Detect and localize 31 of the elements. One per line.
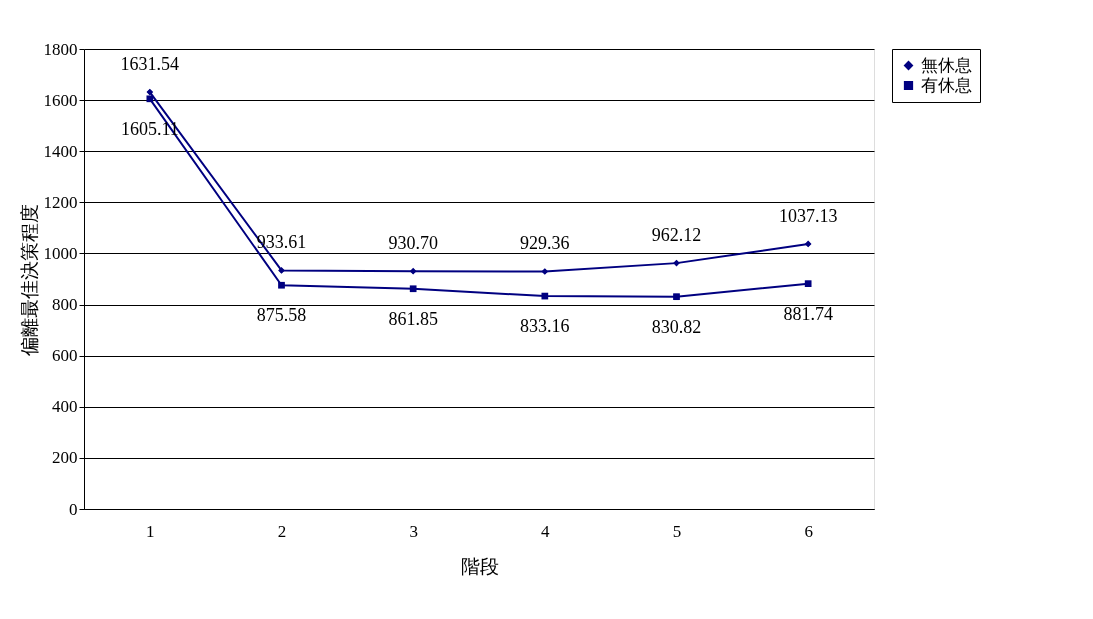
data-label: 830.82 <box>651 316 702 337</box>
y-tick-label: 400 <box>52 397 78 417</box>
legend-label: 有休息 <box>921 75 972 95</box>
y-tick-label: 1400 <box>43 141 78 161</box>
y-tick-label: 800 <box>52 295 78 315</box>
data-label: 962.12 <box>651 225 702 246</box>
y-tick-label: 1000 <box>43 243 78 263</box>
x-tick-label: 5 <box>672 521 682 541</box>
x-tick-label: 6 <box>804 521 813 541</box>
data-label: 861.85 <box>388 308 438 329</box>
y-tick-label: 1800 <box>43 39 78 59</box>
point <box>278 267 285 274</box>
x-tick-label: 2 <box>277 521 287 541</box>
data-label: 929.36 <box>520 233 570 254</box>
x-axis-title: 階段 <box>460 555 499 577</box>
x-tick-label: 1 <box>146 521 155 541</box>
x-tick-label: 4 <box>541 521 551 541</box>
y-tick-label: 600 <box>52 346 78 366</box>
y-tick-label: 200 <box>52 448 78 468</box>
x-tick-label: 3 <box>409 521 418 541</box>
legend-label: 無休息 <box>921 55 972 75</box>
data-label: 1037.13 <box>778 205 838 226</box>
y-tick-label: 0 <box>69 499 78 519</box>
y-axis-title: 偏離最佳決策程度 <box>18 203 40 356</box>
data-label: 930.70 <box>388 233 438 254</box>
data-label: 881.74 <box>783 303 833 324</box>
data-label: 1631.54 <box>120 54 180 75</box>
data-label: 875.58 <box>256 305 307 326</box>
data-label: 833.16 <box>520 316 570 337</box>
y-tick-label: 1200 <box>43 192 78 212</box>
y-tick-label: 1600 <box>43 90 78 110</box>
